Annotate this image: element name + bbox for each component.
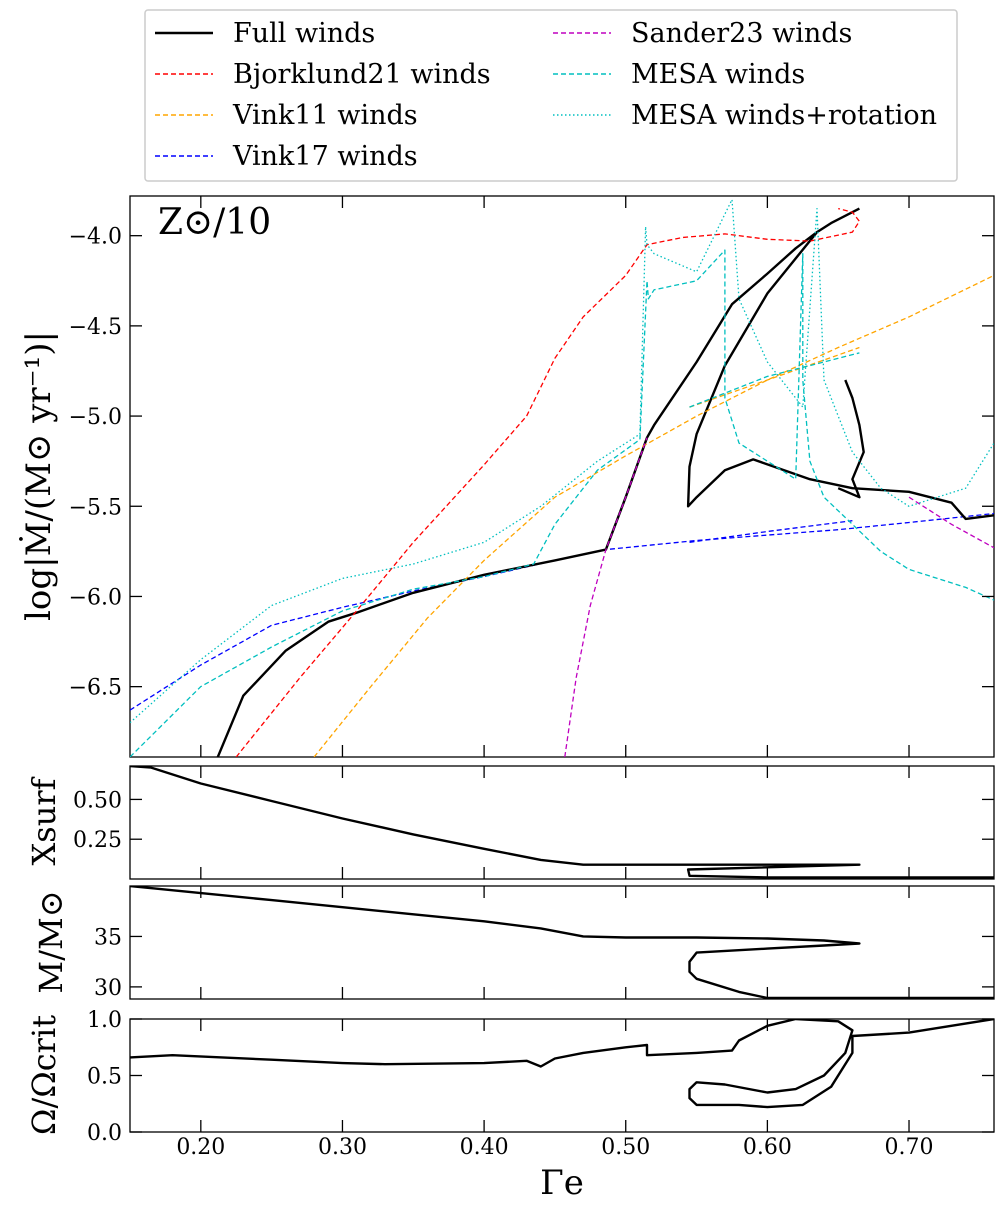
x-tick-label: 0.20 [176, 1135, 225, 1160]
series-line [689, 520, 853, 543]
legend-label: MESA winds [631, 59, 805, 90]
series-line [130, 249, 994, 757]
series-line [235, 207, 861, 757]
y-tick-label: 0.50 [73, 788, 122, 813]
legend-frame [144, 9, 958, 182]
series-line [130, 886, 994, 999]
series-line [689, 352, 860, 408]
x-tick-label: 0.50 [601, 1135, 650, 1160]
y-tick-label: 0.0 [87, 1121, 122, 1146]
panel-frame [129, 885, 995, 1000]
panel-frame [129, 765, 995, 880]
y-tick-label: −5.5 [69, 495, 122, 520]
series-line [816, 207, 860, 234]
y-tick-label: 0.5 [87, 1065, 122, 1090]
y-tick-label: −6.0 [69, 585, 122, 610]
series-line [689, 346, 860, 408]
series-line [313, 274, 994, 757]
series-line [130, 512, 994, 711]
y-axis-title: Xsurf [25, 776, 63, 865]
y-axis-title: M/M⊙ [32, 890, 70, 993]
legend-label: Vink17 winds [232, 141, 418, 172]
legend: Full winds Bjorklund21 winds Vink11 winds V… [144, 9, 958, 182]
x-axis-title: Γe [540, 1163, 584, 1203]
y-tick-label: 30 [94, 976, 122, 1001]
x-tick-label: 0.70 [885, 1135, 934, 1160]
metallicity-annotation: Z⊙/10 [158, 202, 271, 243]
y-tick-label: −5.0 [69, 405, 122, 430]
y-tick-label: 0.25 [73, 828, 122, 853]
legend-label: MESA winds+rotation [631, 100, 937, 131]
series-line [130, 198, 994, 724]
panel-mass-loss: −4.0 −4.5 −5.0 −5.5 −6.0 −6.5 Z⊙/10 log|Ṁ/(M⊙… [19, 195, 995, 758]
y-tick-label: −4.5 [69, 315, 122, 340]
series-line [130, 1019, 994, 1109]
panel-rotation: 1.0 0.5 0.0 Ω/Ωcrit [25, 1008, 995, 1146]
y-tick-label: 1.0 [87, 1008, 122, 1033]
panel-surface-hydrogen: 0.50 0.25 Xsurf [25, 765, 995, 880]
series-line [216, 230, 994, 757]
y-axis-title: Ω/Ωcrit [25, 1015, 63, 1135]
series-line [130, 766, 994, 879]
panel-mass: 35 30 M/M⊙ [32, 885, 995, 1001]
x-tick-label: 0.40 [460, 1135, 509, 1160]
legend-label: Bjorklund21 winds [233, 59, 491, 90]
legend-label: Sander23 winds [631, 18, 852, 49]
y-axis-title: log|Ṁ/(M⊙ yr⁻¹)| [19, 331, 59, 621]
panel-frame [129, 195, 995, 758]
series-line [908, 496, 994, 549]
series-line [837, 379, 865, 499]
y-tick-label: −4.0 [69, 225, 122, 250]
legend-label: Full winds [233, 18, 375, 49]
y-tick-label: 35 [94, 925, 122, 950]
series-line [564, 437, 648, 757]
y-tick-label: −6.5 [69, 676, 122, 701]
x-tick-label: 0.60 [743, 1135, 792, 1160]
x-tick-label: 0.30 [318, 1135, 367, 1160]
legend-label: Vink11 winds [232, 100, 418, 131]
